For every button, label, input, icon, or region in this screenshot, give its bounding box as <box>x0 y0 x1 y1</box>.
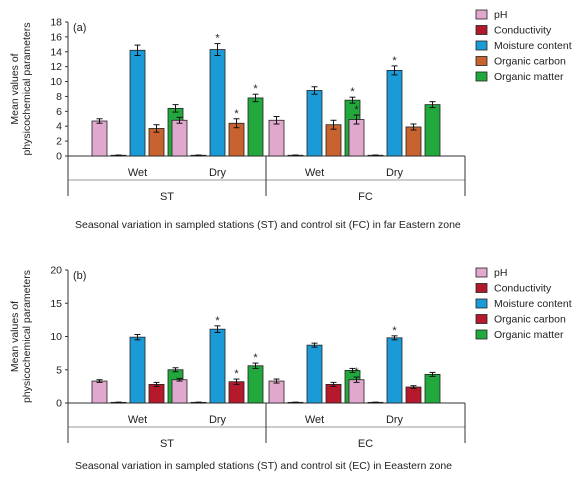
y-tick-label: 20 <box>50 265 62 277</box>
y-tick-label: 6 <box>56 106 62 118</box>
y-tick-label: 0 <box>56 151 62 163</box>
bar <box>386 337 403 404</box>
significance-star: * <box>234 368 239 380</box>
y-tick-label: 12 <box>50 61 62 73</box>
legend-label: Moisture content <box>494 298 572 310</box>
significance-star: * <box>234 108 239 120</box>
bar <box>129 49 146 157</box>
x-tick-label: Wet <box>305 414 324 426</box>
y-tick-label: 10 <box>50 76 62 88</box>
y-axis-title: Mean values of <box>9 301 21 372</box>
y-axis-title: physicochemical parameters <box>21 270 33 403</box>
legend-swatch <box>475 40 488 51</box>
x-axis-title: Seasonal variation in sampled stations (… <box>75 460 452 472</box>
bar <box>405 126 422 157</box>
legend-label: pH <box>494 267 507 279</box>
legend-label: Conductivity <box>494 283 552 295</box>
bar <box>171 379 188 404</box>
y-tick-label: 2 <box>56 136 62 148</box>
chart-panel-1: 0 2 4 6 8 10 12 14 16 18 (a) Mean values of physicoc… <box>9 9 572 231</box>
y-axis-title: physicochemical parameters <box>21 22 33 155</box>
legend-swatch <box>475 298 488 309</box>
significance-star: * <box>354 366 359 378</box>
legend-label: Conductivity <box>494 25 552 37</box>
significance-star: * <box>253 352 258 364</box>
group-label: ST <box>160 438 174 450</box>
panel-label: (a) <box>73 22 86 34</box>
bar <box>129 336 146 404</box>
y-tick-label: 10 <box>50 331 62 343</box>
significance-star: * <box>392 55 397 67</box>
bar <box>171 119 188 157</box>
y-tick-label: 8 <box>56 91 62 103</box>
bar <box>268 380 285 404</box>
bar <box>325 383 342 404</box>
bar <box>91 120 108 157</box>
y-tick-label: 18 <box>50 17 62 29</box>
legend-swatch <box>475 71 488 82</box>
legend-swatch <box>475 9 488 20</box>
bar <box>405 386 422 404</box>
legend-label: Organic carbon <box>494 56 566 68</box>
group-label: FC <box>358 191 373 203</box>
bar <box>348 119 365 157</box>
legend-label: pH <box>494 9 507 21</box>
x-tick-label: Dry <box>209 414 227 426</box>
bar <box>247 365 264 404</box>
bar <box>209 328 226 404</box>
bar <box>228 381 245 404</box>
chart-panel-2: 0 5 10 15 20 (b) Mean values of physicochemical… <box>9 265 572 473</box>
group-label: ST <box>160 191 174 203</box>
x-tick-label: Dry <box>386 167 404 179</box>
x-tick-label: Wet <box>128 167 147 179</box>
x-tick-label: Dry <box>209 167 227 179</box>
bar <box>268 119 285 157</box>
x-tick-label: Wet <box>128 414 147 426</box>
legend-label: Organic carbon <box>494 314 566 326</box>
legend-label: Organic matter <box>494 329 564 341</box>
significance-star: * <box>354 104 359 116</box>
y-tick-label: 16 <box>50 31 62 43</box>
bar <box>424 104 441 157</box>
legend-swatch <box>475 314 488 324</box>
panel-label: (b) <box>73 270 86 282</box>
legend-label: Moisture content <box>494 40 572 52</box>
legend-label: Organic matter <box>494 71 564 83</box>
bar <box>386 69 403 157</box>
legend-swatch <box>475 267 488 278</box>
legend-swatch <box>475 56 488 66</box>
x-tick-label: Wet <box>305 167 324 179</box>
bar <box>209 49 226 157</box>
y-tick-label: 0 <box>56 398 62 410</box>
significance-star: * <box>215 315 220 327</box>
y-tick-label: 5 <box>56 364 62 376</box>
significance-star: * <box>392 325 397 337</box>
group-label: EC <box>358 438 373 450</box>
bar <box>348 379 365 404</box>
legend-swatch <box>475 25 488 35</box>
bar <box>148 383 165 404</box>
legend-swatch <box>475 283 488 293</box>
y-tick-label: 4 <box>56 121 62 133</box>
x-axis-title: Seasonal variation in sampled stations (… <box>75 219 461 231</box>
significance-star: * <box>253 83 258 95</box>
bar <box>306 90 323 157</box>
y-tick-label: 15 <box>50 298 62 310</box>
bar <box>424 374 441 404</box>
legend-swatch <box>475 329 488 340</box>
bar <box>306 344 323 404</box>
x-tick-label: Dry <box>386 414 404 426</box>
significance-star: * <box>350 86 355 98</box>
significance-star: * <box>215 33 220 45</box>
y-axis-title: Mean values of <box>9 53 21 124</box>
bar <box>247 97 264 157</box>
y-tick-label: 14 <box>50 46 62 58</box>
bar <box>91 380 108 404</box>
